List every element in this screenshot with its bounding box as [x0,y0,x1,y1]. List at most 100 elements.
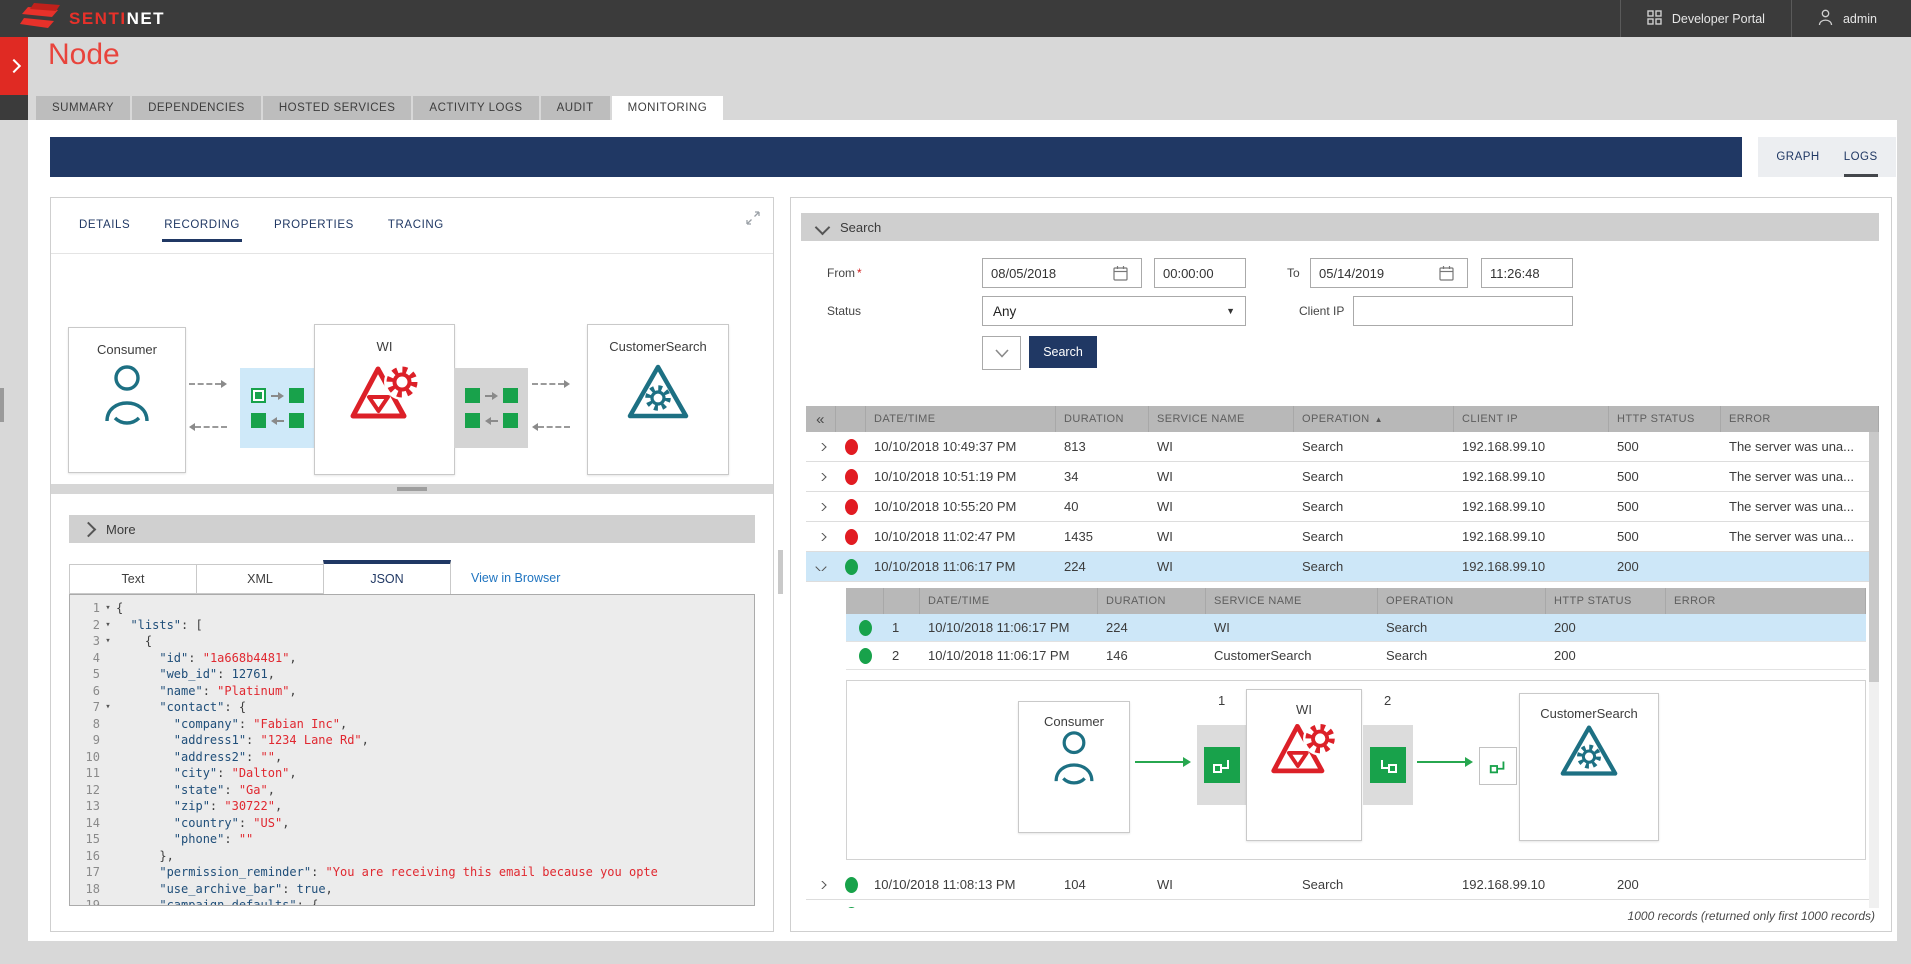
code-line: 19 "campaign_defaults": { [70,897,754,906]
panel-tab-properties[interactable]: PROPERTIES [273,218,354,231]
column-header[interactable] [836,406,866,432]
table-row[interactable]: 10/10/2018 11:02:47 PM 1435 WI Search 192.16… [806,522,1879,552]
payload-tab-json[interactable]: JSON [323,560,451,594]
table-scrollbar[interactable] [1869,432,1879,908]
row-expander-icon[interactable] [815,562,827,571]
column-header[interactable]: HTTP STATUS [1609,406,1721,432]
fold-spacer [100,848,116,865]
fold-icon[interactable]: ▾ [105,702,111,712]
column-header[interactable]: SERVICE NAME [1206,588,1378,614]
expand-panel-icon[interactable] [745,210,761,231]
fold-icon[interactable]: ▾ [105,619,111,630]
user-menu[interactable]: admin [1790,0,1911,37]
column-header[interactable]: DURATION [1098,588,1206,614]
column-header[interactable]: DATE/TIME [866,406,1056,432]
message-exchange-outbound[interactable] [454,368,528,448]
more-expander[interactable]: More [69,515,755,543]
message-exchange-inbound[interactable] [240,368,314,448]
service-gear-icon [588,360,728,429]
tab-dependencies[interactable]: DEPENDENCIES [132,96,261,120]
search-button[interactable]: Search [1029,336,1097,368]
row-expander-icon[interactable] [815,880,827,889]
column-header[interactable]: OPERATION ▲ [1294,406,1454,432]
fold-spacer [100,798,116,815]
sentinet-logo[interactable]: SENTINET [20,2,165,35]
sidebar-expand-button[interactable] [0,37,28,95]
table-row[interactable]: 10/10/2018 10:55:20 PM 40 WI Search 192.168.… [806,492,1879,522]
tab-audit[interactable]: AUDIT [540,96,610,120]
subtable-row[interactable]: 2 10/10/2018 11:06:17 PM 146 CustomerSearch… [846,642,1866,670]
cell: WI [1149,907,1294,908]
sidebar-strip [0,95,28,120]
row-expander-icon[interactable] [815,472,827,481]
diagram-node-customersearch[interactable]: CustomerSearch [587,324,729,475]
row-expander-icon[interactable] [815,532,827,541]
column-header[interactable]: ERROR [1666,588,1866,614]
column-header[interactable]: CLIENT IP [1454,406,1609,432]
request-arrow [189,380,227,388]
column-header[interactable] [884,588,920,614]
view-in-browser-link[interactable]: View in Browser [471,571,561,585]
column-header[interactable]: DATE/TIME [920,588,1098,614]
column-header[interactable]: HTTP STATUS [1546,588,1666,614]
status-select[interactable]: Any ▼ [982,296,1246,326]
response-arrow [189,423,227,431]
diagram-node-wi[interactable]: WI [1246,689,1362,841]
from-date-input[interactable] [982,258,1142,288]
column-header[interactable]: ERROR [1721,406,1879,432]
to-date-input[interactable] [1310,258,1468,288]
chevron-right-icon [80,521,97,537]
message-step-icon[interactable] [1370,747,1406,783]
row-expander-icon[interactable] [815,502,827,511]
client-ip-input[interactable] [1353,296,1573,326]
panel-tab-details[interactable]: DETAILS [79,218,131,231]
column-header[interactable] [846,588,884,614]
tab-hosted-services[interactable]: HOSTED SERVICES [262,96,412,120]
table-row[interactable]: 10/10/2018 11:14:19 PM78WISearch192.168.… [806,900,1879,908]
search-section-header[interactable]: Search [801,213,1879,241]
edge-splitter-handle[interactable] [0,388,4,422]
view-toggle-graph[interactable]: GRAPH [1776,151,1820,163]
code-line: 5 "web_id": 12761, [70,666,754,683]
diagram-node-wi[interactable]: WI [314,324,455,475]
fold-icon[interactable]: ▾ [105,603,111,613]
diagram-node-customersearch[interactable]: CustomerSearch [1519,693,1659,841]
payload-tab-xml[interactable]: XML [196,564,324,594]
collapse-columns-icon[interactable]: « [806,406,836,432]
column-header[interactable]: OPERATION [1378,588,1546,614]
payload-tab-text[interactable]: Text [69,564,197,594]
panel-tab-tracing[interactable]: TRACING [387,218,444,231]
tab-summary[interactable]: SUMMARY [36,96,131,120]
scrollbar-thumb[interactable] [1869,432,1879,682]
horizontal-splitter[interactable] [51,484,773,494]
diagram-node-consumer[interactable]: Consumer [1018,701,1130,833]
monitoring-content: GRAPH LOGS DETAILS RECORDING PROPERTIES TRA… [28,120,1897,941]
table-row[interactable]: 10/10/2018 10:51:19 PM 34 WI Search 192.168.… [806,462,1879,492]
tab-activity-logs[interactable]: ACTIVITY LOGS [413,96,539,120]
table-row[interactable]: 10/10/2018 11:08:13 PM 104 WI Search 192.168… [806,870,1879,900]
line-number: 19 [85,898,100,906]
more-search-options-button[interactable] [982,336,1021,370]
row-expander-icon[interactable] [815,442,827,451]
to-label: To [1287,266,1300,280]
table-row[interactable]: 10/10/2018 10:49:37 PM 813 WI Search 192.168… [806,432,1879,462]
json-code-viewer[interactable]: 1 ▾{2 ▾ "lists": [3 ▾ {4 "id": "1a668b4481"… [69,594,755,906]
fold-icon[interactable]: ▾ [105,636,111,646]
column-header[interactable]: SERVICE NAME [1149,406,1294,432]
message-step-icon[interactable] [1204,747,1240,783]
consumer-person-icon [1019,729,1129,790]
subtable-row[interactable]: 1 10/10/2018 11:06:17 PM 224 WI Search 200 [846,614,1866,642]
tab-monitoring[interactable]: MONITORING [611,96,724,120]
to-time-input[interactable] [1481,258,1573,288]
vertical-splitter-handle[interactable] [778,550,783,594]
view-toggle-logs[interactable]: LOGS [1844,137,1878,177]
column-header[interactable]: DURATION [1056,406,1149,432]
from-time-input[interactable] [1154,258,1246,288]
panel-tab-recording[interactable]: RECORDING [162,210,242,242]
message-step-icon-outline[interactable] [1479,747,1517,785]
brand-text: SENTINET [69,8,166,28]
diagram-node-consumer[interactable]: Consumer [68,327,186,473]
table-row[interactable]: 10/10/2018 11:06:17 PM 224 WI Search 192.168… [806,552,1879,582]
cell: 192.168.99.10 [1454,907,1609,908]
developer-portal-button[interactable]: Developer Portal [1619,0,1791,37]
